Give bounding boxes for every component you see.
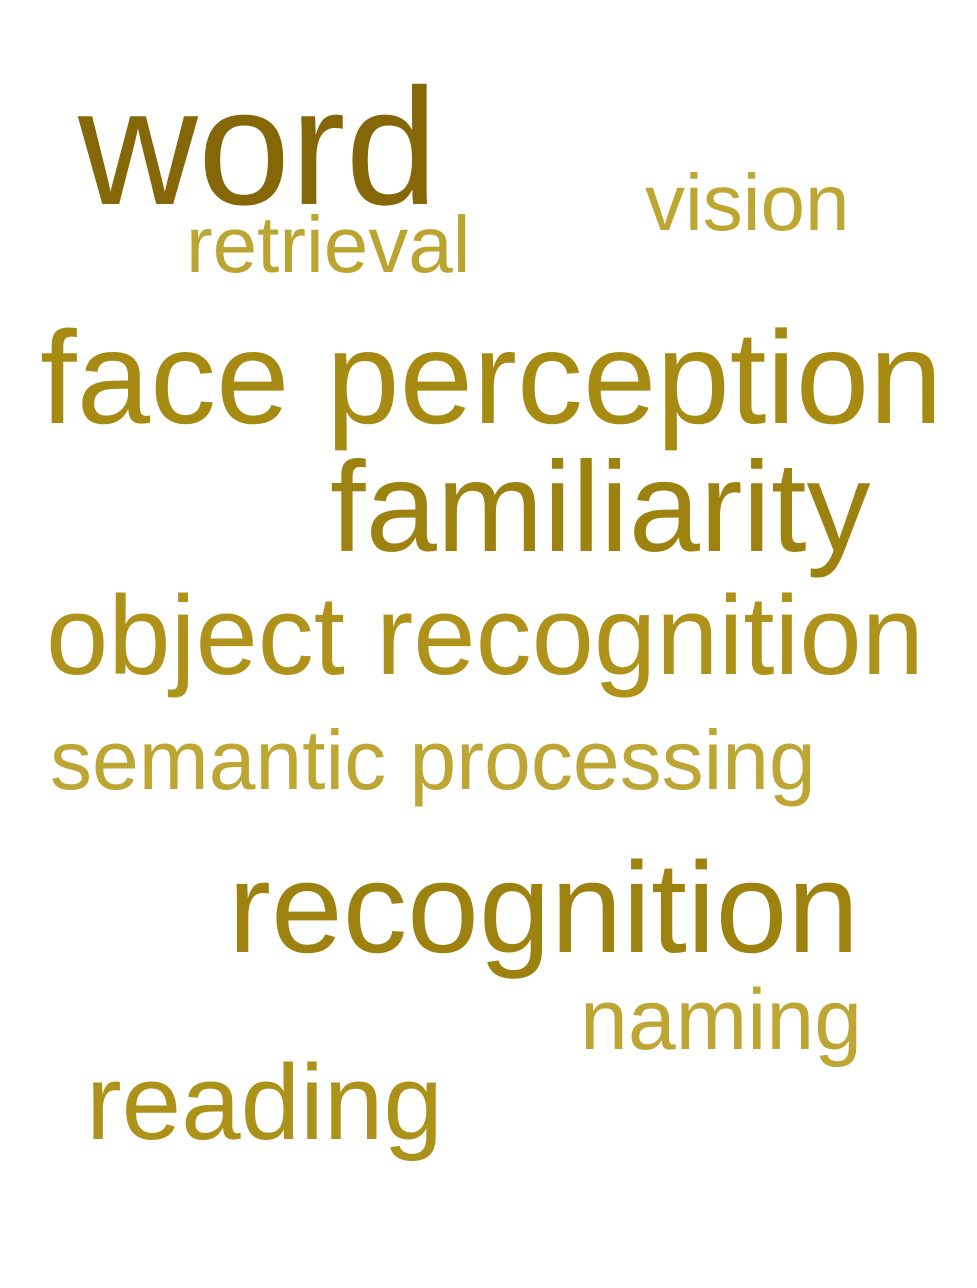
cloud-word-recognition: recognition — [228, 836, 860, 980]
cloud-word-semantic-processing: semantic processing — [50, 713, 816, 807]
cloud-word-word: word — [78, 55, 438, 240]
cloud-word-object-recognition: object recognition — [46, 573, 924, 698]
cloud-word-vision: vision — [645, 158, 850, 247]
cloud-word-face-perception: face perception — [40, 304, 943, 451]
cloud-word-retrieval: retrieval — [186, 200, 471, 289]
cloud-word-familiarity: familiarity — [330, 436, 871, 579]
cloud-word-naming: naming — [580, 972, 863, 1068]
cloud-word-reading: reading — [86, 1042, 443, 1162]
